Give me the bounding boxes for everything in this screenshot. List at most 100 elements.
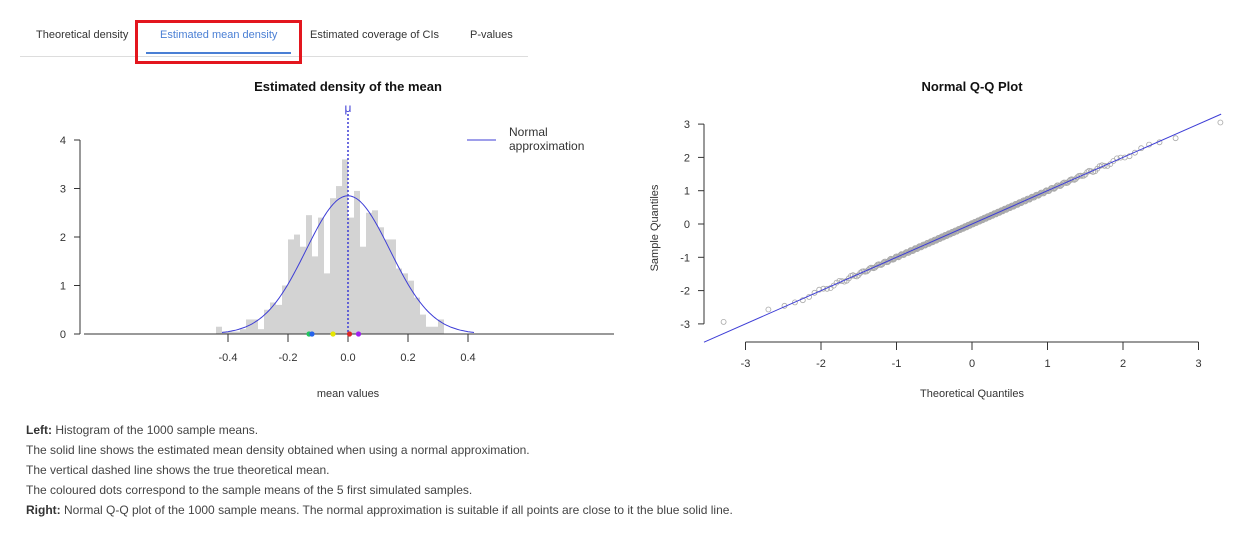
qq-point — [1114, 155, 1120, 162]
qq-plot-chart: Normal Q-Q Plot -3 -2 -1 0 1 2 3 -3 -2 -1 0 1 2 3 The… — [649, 79, 1224, 400]
histogram-bar — [270, 302, 276, 334]
qq-xlabel: Theoretical Quantiles — [920, 388, 1024, 400]
x-tick-label: -3 — [741, 358, 751, 370]
y-tick-label: 4 — [60, 135, 66, 147]
y-tick-label: -2 — [680, 286, 690, 298]
qq-title: Normal Q-Q Plot — [921, 79, 1023, 94]
plots-area: Estimated density of the mean 0 1 2 3 4 -0.4 -… — [60, 79, 1224, 400]
y-tick-label: 3 — [684, 119, 690, 131]
histogram-bar — [246, 319, 252, 334]
y-tick-label: 2 — [60, 232, 66, 244]
sample-mean-dot — [355, 331, 362, 337]
histogram-bar — [354, 190, 360, 334]
histogram-bar — [288, 239, 294, 334]
y-tick-label: 3 — [60, 184, 66, 196]
histogram-bar — [282, 285, 288, 334]
histogram-bar — [264, 309, 270, 334]
qq-point — [951, 228, 958, 235]
x-tick-label: 0.4 — [460, 352, 475, 364]
histogram-bar — [330, 198, 336, 334]
sample-mean-dot — [309, 331, 315, 337]
y-tick-label: 2 — [684, 152, 690, 164]
histogram-bar — [276, 304, 282, 334]
x-tick-label: 0.0 — [340, 352, 355, 364]
histogram-bar — [372, 210, 378, 334]
x-tick-label: 0.2 — [400, 352, 415, 364]
caption-line-5: Right: Normal Q-Q plot of the 1000 sampl… — [26, 503, 733, 517]
x-tick-label: 0 — [969, 358, 975, 370]
histogram-xlabel: mean values — [317, 388, 380, 400]
qq-point — [816, 286, 823, 293]
histogram-bar — [222, 331, 228, 334]
histogram-bar — [336, 186, 342, 334]
qq-ylabel: Sample Quantiles — [649, 184, 661, 271]
histogram-bar — [258, 329, 264, 334]
qq-point — [765, 306, 772, 313]
y-tick-label: 0 — [684, 219, 690, 231]
histogram-bar — [378, 227, 384, 334]
histogram-bar — [366, 212, 372, 334]
histogram-bar — [348, 217, 354, 334]
active-tab-underline — [146, 52, 292, 54]
legend: Normal approximation — [467, 125, 584, 153]
tab-bar: Theoretical density Estimated mean densi… — [20, 18, 528, 57]
tab-p-values[interactable]: P-values — [470, 29, 513, 41]
sample-mean-dot — [346, 331, 353, 337]
histogram-bar — [432, 326, 438, 334]
qq-point — [720, 318, 727, 325]
x-tick-label: 2 — [1120, 358, 1126, 370]
sample-mean-dot — [330, 331, 336, 337]
histogram-bar — [306, 215, 312, 334]
y-tick-label: -3 — [680, 319, 690, 331]
histogram-bar — [312, 256, 318, 334]
qq-point — [1217, 119, 1224, 126]
qq-point — [1047, 186, 1053, 193]
histogram-bar — [342, 159, 348, 334]
histogram-bar — [324, 273, 330, 334]
y-tick-label: 1 — [60, 281, 66, 293]
qq-point — [906, 248, 913, 255]
histogram-bar — [234, 331, 240, 334]
qq-point — [1126, 153, 1133, 160]
qq-point — [1172, 135, 1179, 142]
y-tick-label: 1 — [684, 186, 690, 198]
caption-line-4: The coloured dots correspond to the samp… — [26, 483, 473, 497]
tab-estimated-coverage-of-cis[interactable]: Estimated coverage of CIs — [310, 29, 440, 41]
histogram-chart: Estimated density of the mean 0 1 2 3 4 -0.4 -… — [60, 79, 614, 400]
y-tick-label: 0 — [60, 329, 66, 341]
histogram-bar — [360, 246, 366, 334]
histogram-bar — [294, 234, 300, 334]
x-tick-label: -1 — [892, 358, 902, 370]
tab-theoretical-density[interactable]: Theoretical density — [36, 29, 129, 41]
x-tick-label: 1 — [1044, 358, 1050, 370]
histogram-bar — [228, 331, 234, 334]
x-tick-label: -0.2 — [279, 352, 298, 364]
qq-point — [792, 299, 798, 306]
caption-line-1: Left: Histogram of the 1000 sample means… — [26, 423, 259, 437]
x-tick-label: -0.4 — [219, 352, 238, 364]
qq-point — [980, 215, 987, 222]
mu-label: μ — [345, 101, 352, 115]
histogram-bar — [384, 239, 390, 334]
x-tick-label: -2 — [816, 358, 826, 370]
tab-estimated-mean-density[interactable]: Estimated mean density — [146, 18, 292, 54]
histogram-title: Estimated density of the mean — [254, 79, 442, 94]
histogram-bar — [438, 319, 444, 334]
tab-label: Estimated mean density — [160, 29, 278, 41]
caption-line-3: The vertical dashed line shows the true … — [26, 463, 330, 477]
description: Left: Histogram of the 1000 sample means… — [26, 420, 733, 520]
histogram-bar — [420, 314, 426, 334]
caption-line-2: The solid line shows the estimated mean … — [26, 443, 530, 457]
qq-point — [1132, 149, 1138, 156]
histogram-bar — [252, 319, 258, 334]
histogram-bar — [408, 280, 414, 334]
y-tick-label: -1 — [680, 252, 690, 264]
qq-point — [1101, 162, 1108, 169]
histogram-bar — [396, 268, 402, 334]
histogram-bar — [300, 246, 306, 334]
histogram-bar — [390, 239, 396, 334]
histogram-bar — [318, 217, 324, 334]
histogram-bar — [402, 273, 408, 334]
highlight-box — [135, 20, 302, 64]
qq-point — [1023, 196, 1030, 203]
